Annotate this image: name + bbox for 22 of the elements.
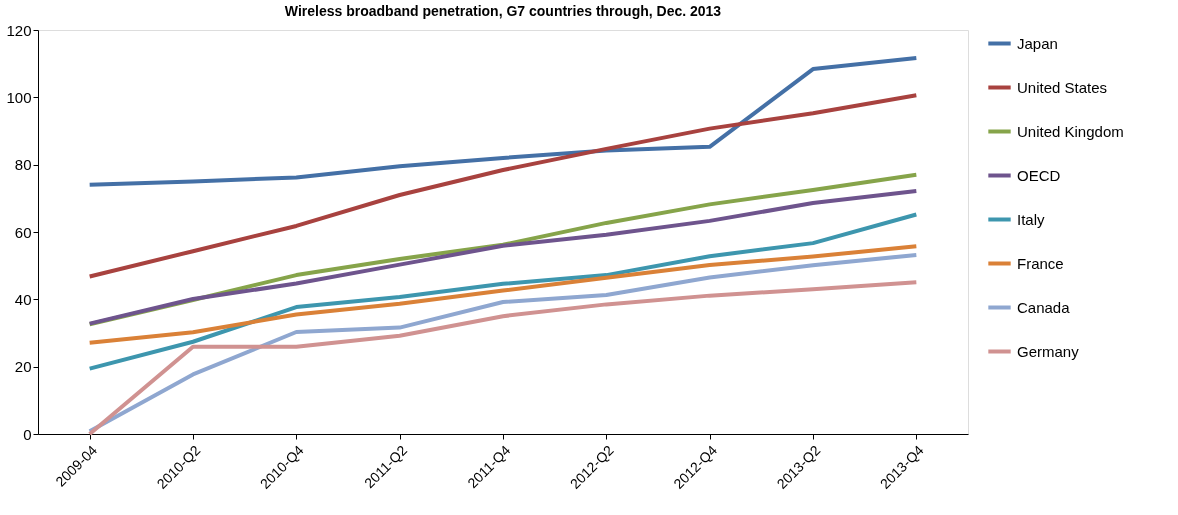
legend-label: OECD [1017, 166, 1061, 184]
y-tick-label: 60 [14, 223, 32, 241]
legend-label: Canada [1017, 298, 1071, 316]
y-tick-label: 120 [6, 21, 32, 39]
y-tick-label: 80 [14, 156, 32, 174]
line-series [87, 280, 919, 436]
chart-title: Wireless broadband penetration, G7 countries through, Dec. 2013 [284, 3, 722, 19]
legend-label: France [1017, 254, 1064, 272]
y-tick-label: 0 [23, 425, 32, 443]
y-tick-label: 20 [14, 358, 32, 376]
legend-label: Italy [1017, 210, 1046, 228]
legend-label: United Kingdom [1017, 122, 1124, 140]
legend-label: Germany [1017, 342, 1080, 360]
line-series [87, 212, 919, 371]
y-tick-label: 100 [6, 88, 32, 106]
legend-label: Japan [1017, 34, 1058, 52]
line-series [87, 252, 919, 434]
line-series [87, 93, 919, 279]
line-series [87, 244, 919, 345]
legend-label: United States [1017, 78, 1108, 96]
y-tick-label: 40 [14, 290, 32, 308]
line-series [87, 55, 919, 187]
